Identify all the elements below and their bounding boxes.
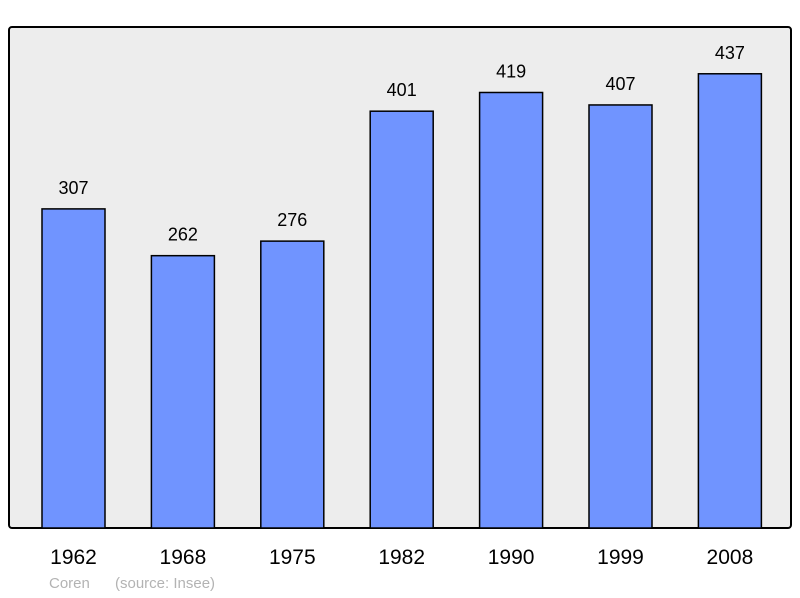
x-tick-label-2008: 2008 (707, 546, 754, 569)
bar-1999 (588, 104, 653, 529)
data-label-1975: 276 (277, 210, 307, 230)
bar-1982 (369, 110, 434, 529)
data-label-2008: 437 (715, 43, 745, 63)
data-label-1999: 407 (605, 74, 635, 94)
x-tick-label-1982: 1982 (378, 546, 425, 569)
data-label-1990: 419 (496, 61, 526, 81)
bar-1990 (478, 91, 544, 529)
x-tick-label-1999: 1999 (597, 546, 644, 569)
x-tick-label-1990: 1990 (488, 546, 535, 569)
bar-2008 (697, 73, 763, 529)
bar-1962 (41, 208, 106, 529)
footer-place: Coren (49, 575, 90, 592)
bar-1968 (150, 254, 216, 529)
x-tick-label-1962: 1962 (50, 546, 97, 569)
data-label-1968: 262 (168, 225, 198, 245)
data-label-1982: 401 (387, 80, 417, 100)
footer-source: (source: Insee) (115, 575, 216, 592)
x-tick-label-1975: 1975 (269, 546, 316, 569)
data-label-1962: 307 (58, 178, 88, 198)
bar-1975 (260, 240, 325, 529)
x-tick-label-1968: 1968 (160, 546, 207, 569)
